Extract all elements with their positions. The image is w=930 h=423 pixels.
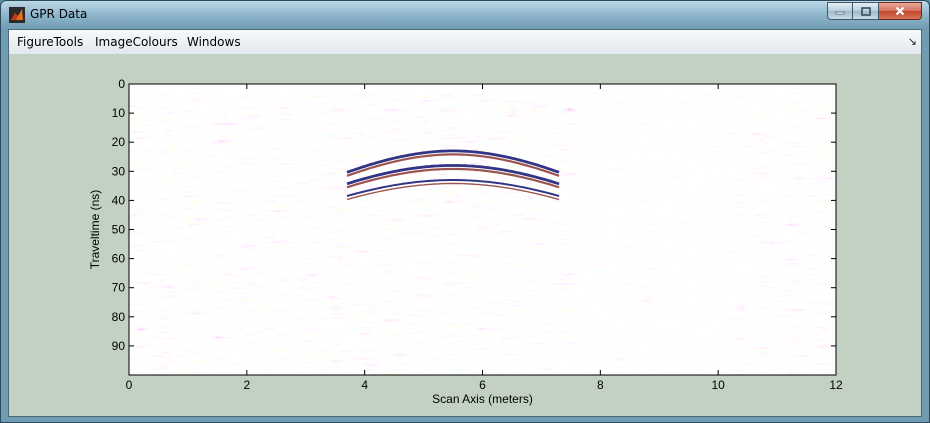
x-tick-label: 0 <box>126 378 133 392</box>
y-tick-label: 50 <box>112 223 126 237</box>
maximize-button[interactable] <box>853 2 879 20</box>
x-tick-label: 4 <box>361 378 368 392</box>
menu-figuretools[interactable]: FigureTools <box>17 35 84 49</box>
maximize-icon <box>860 6 871 16</box>
minimize-button[interactable] <box>827 2 853 20</box>
radargram-quiet-zone <box>576 92 736 375</box>
x-tick-label: 2 <box>243 378 250 392</box>
y-tick-label: 80 <box>112 310 126 324</box>
x-axis-label: Scan Axis (meters) <box>432 392 533 406</box>
y-tick-label: 90 <box>112 339 126 353</box>
hyperbola-reflection <box>346 179 560 197</box>
y-tick-label: 20 <box>112 135 126 149</box>
hyperbola-reflection-phase <box>346 167 560 189</box>
menu-dock-arrow-icon[interactable]: ↘ <box>907 36 917 48</box>
x-tick-label: 10 <box>711 378 725 392</box>
x-tick-label: 12 <box>829 378 843 392</box>
hyperbola-reflection <box>346 149 560 174</box>
axes-frame <box>128 83 837 376</box>
menu-bar: FigureTools ImageColours Windows ↘ <box>9 30 921 55</box>
menu-imagecolours[interactable]: ImageColours <box>95 35 178 49</box>
figure-canvas: 0 2 4 6 8 10 12 0 10 20 30 40 50 60 70 80 90 Scan Axis (… <box>9 54 921 416</box>
menu-windows[interactable]: Windows <box>187 35 241 49</box>
x-tick-label: 8 <box>597 378 604 392</box>
y-tick-label: 60 <box>112 252 126 266</box>
x-tick-label: 6 <box>479 378 486 392</box>
y-tick-label: 70 <box>112 281 126 295</box>
minimize-icon <box>835 11 845 15</box>
figure-client-area: FigureTools ImageColours Windows ↘ <box>8 29 922 417</box>
close-icon <box>895 6 905 16</box>
y-tick-label: 30 <box>112 164 126 178</box>
y-tick-label: 10 <box>112 106 126 120</box>
y-axis-label: Traveltime (ns) <box>88 190 102 270</box>
gpr-plot[interactable]: 0 2 4 6 8 10 12 0 10 20 30 40 50 60 70 80 90 Scan Axis (… <box>9 54 921 416</box>
hyperbola-reflection <box>346 164 560 186</box>
y-tick-label: 0 <box>118 77 125 91</box>
window-title: GPR Data <box>30 7 88 21</box>
hyperbola-reflection-phase <box>346 182 560 201</box>
window-controls <box>827 2 922 21</box>
title-bar[interactable]: GPR Data <box>1 1 929 29</box>
matlab-icon <box>9 7 25 23</box>
close-button[interactable] <box>879 2 922 20</box>
hyperbola-reflection-phase <box>346 153 560 177</box>
y-tick-label: 40 <box>112 193 126 207</box>
